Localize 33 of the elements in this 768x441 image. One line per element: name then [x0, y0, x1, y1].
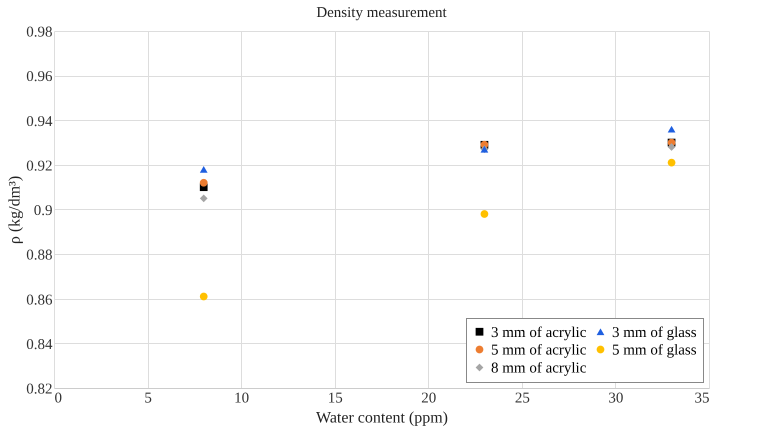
legend-label: 3 mm of acrylic: [491, 324, 587, 341]
point: [480, 210, 488, 218]
y-tick-label: 0.98: [26, 24, 52, 40]
x-tick-label: 15: [328, 390, 343, 406]
x-tick-label: 20: [421, 390, 436, 406]
point: [200, 292, 208, 300]
legend-label: 5 mm of acrylic: [491, 342, 587, 358]
legend-label: 3 mm of glass: [612, 324, 697, 341]
x-tick-label: 5: [144, 390, 152, 406]
x-tick-label: 35: [694, 390, 710, 406]
y-tick-label: 0.9: [34, 203, 52, 219]
legend-label: 5 mm of glass: [612, 342, 697, 358]
point: [668, 126, 676, 133]
point: [200, 194, 208, 202]
x-tick-label: 30: [608, 390, 624, 406]
y-tick-label: 0.92: [26, 158, 52, 174]
x-tick-label: 10: [234, 390, 250, 406]
y-tick-label: 0.86: [26, 292, 53, 308]
y-tick-label: 0.88: [26, 248, 52, 264]
x-tick-label: 0: [54, 390, 62, 406]
point: [200, 166, 208, 173]
x-tick-label: 25: [514, 390, 530, 406]
point: [668, 143, 676, 151]
chart-title: Density measurement: [316, 5, 448, 21]
point: [200, 178, 208, 187]
x-axis-title: Water content (ppm): [316, 410, 448, 426]
y-tick-label: 0.82: [26, 382, 52, 398]
legend-label: 8 mm of acrylic: [491, 360, 587, 376]
y-tick-label: 0.84: [26, 336, 53, 353]
point: [668, 158, 676, 167]
y-axis-title: ρ (kg/dm³): [6, 176, 24, 244]
y-tick-label: 0.96: [26, 69, 53, 86]
y-tick-label: 0.94: [26, 114, 53, 130]
